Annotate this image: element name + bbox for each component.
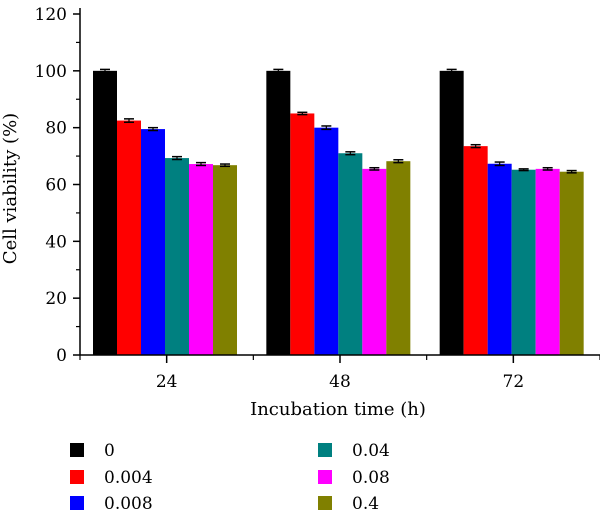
legend-swatch	[70, 470, 84, 484]
bar	[338, 153, 363, 355]
bar	[511, 169, 536, 355]
x-tick-label: 72	[503, 372, 525, 392]
legend: 0 0.004 0.008 0.04 0.08 0.4	[70, 441, 390, 510]
bar	[314, 127, 339, 356]
legend-swatch	[70, 443, 84, 457]
axes-group: 0 20 40 60 80 100 120 24 48 72	[35, 5, 600, 392]
legend-label: 0.4	[352, 494, 379, 510]
bar	[93, 70, 117, 355]
y-tick-label: 40	[45, 232, 67, 252]
legend-label: 0.04	[352, 441, 390, 461]
bar	[213, 165, 237, 355]
bar	[165, 158, 189, 355]
legend-swatch	[318, 496, 332, 510]
legend-label: 0.008	[104, 494, 153, 510]
bar	[141, 129, 165, 355]
x-axis-label: Incubation time (h)	[250, 399, 426, 420]
legend-swatch	[70, 496, 84, 510]
y-tick-label: 60	[45, 176, 67, 196]
bar	[487, 163, 512, 355]
bar	[535, 168, 560, 355]
y-tick-label: 80	[45, 119, 67, 139]
bar	[290, 113, 315, 355]
legend-label: 0.08	[352, 468, 390, 488]
y-tick-label: 120	[35, 5, 67, 25]
legend-label: 0.004	[104, 468, 153, 488]
bar	[117, 120, 141, 355]
legend-label: 0	[104, 441, 115, 461]
legend-swatch	[318, 470, 332, 484]
bars-group	[93, 68, 584, 356]
bar	[266, 70, 291, 355]
bar	[463, 146, 488, 355]
bar	[362, 168, 387, 355]
y-tick-label: 0	[56, 346, 67, 366]
bar	[439, 70, 464, 355]
x-tick-label: 24	[156, 372, 178, 392]
bar	[386, 161, 411, 355]
bar	[559, 171, 584, 355]
bar	[189, 164, 213, 355]
y-tick-label: 20	[45, 289, 67, 309]
x-tick-label: 48	[329, 372, 351, 392]
y-axis-label: Cell viability (%)	[0, 113, 21, 264]
y-tick-label: 100	[35, 62, 67, 82]
legend-swatch	[318, 443, 332, 457]
